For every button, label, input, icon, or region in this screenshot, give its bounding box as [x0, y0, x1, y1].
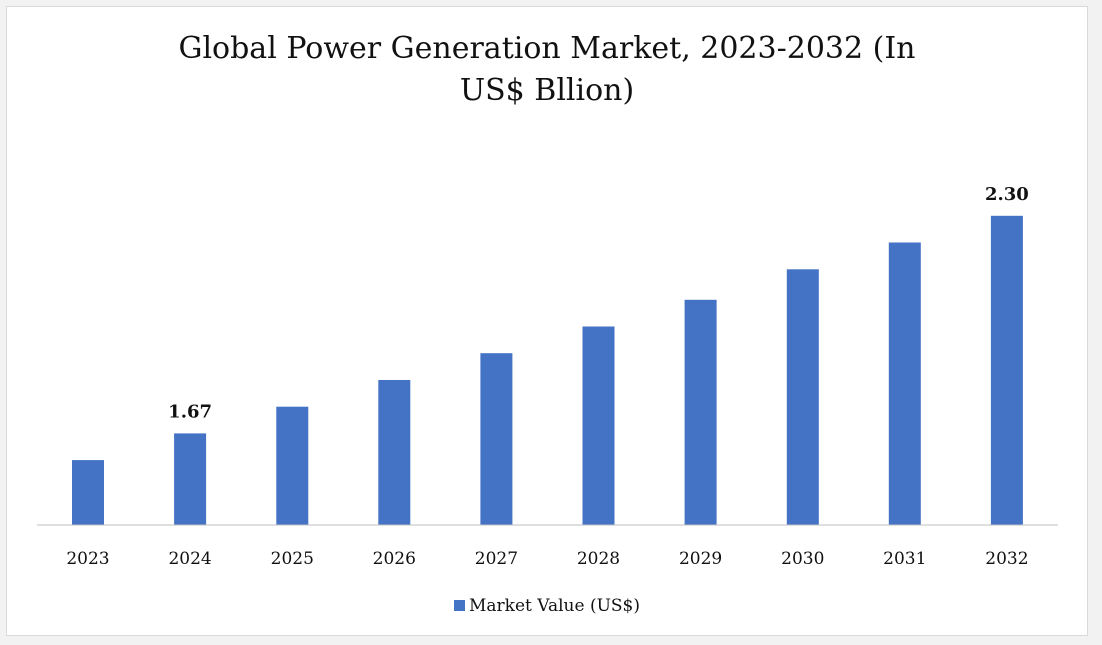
legend: Market Value (US$): [0, 596, 1094, 616]
bar-2032: [990, 215, 1023, 526]
bar-2023: [72, 460, 104, 525]
bar-2025: [276, 406, 309, 525]
x-tick-label-2031: 2031: [883, 549, 926, 569]
chart-title-line-2: US$ Bllion): [459, 73, 635, 108]
data-label-2032: 2.30: [985, 184, 1029, 205]
x-tick-label-2024: 2024: [168, 549, 211, 569]
legend-swatch: [453, 600, 465, 611]
bar-2027: [480, 353, 513, 525]
bar-2028: [582, 326, 615, 525]
bar-2024: [174, 433, 207, 525]
x-tick-label-2027: 2027: [475, 549, 518, 569]
data-label-2024: 1.67: [168, 401, 212, 422]
chart-title-line-1: Global Power Generation Market, 2023-203…: [178, 31, 916, 66]
bar-2030: [786, 269, 819, 525]
bar-2026: [378, 380, 411, 525]
x-tick-label-2025: 2025: [271, 549, 314, 569]
chart-title: Global Power Generation Market, 2023-203…: [0, 28, 1094, 112]
x-tick-label-2028: 2028: [577, 549, 620, 569]
bar-2031: [888, 242, 921, 525]
bars-layer: [72, 215, 1023, 526]
bar-2029: [684, 299, 717, 525]
x-tick-label-2023: 2023: [66, 549, 109, 569]
x-tick-label-2029: 2029: [679, 549, 722, 569]
x-tick-label-2030: 2030: [781, 549, 824, 569]
legend-label: Market Value (US$): [468, 596, 641, 616]
x-tick-labels: 2023 2024 2025 2026 2027 2028 2029 2030 2031 2032: [66, 549, 1028, 569]
data-labels: 1.67 2.30: [168, 184, 1029, 423]
x-tick-label-2032: 2032: [985, 549, 1028, 569]
x-tick-label-2026: 2026: [373, 549, 416, 569]
